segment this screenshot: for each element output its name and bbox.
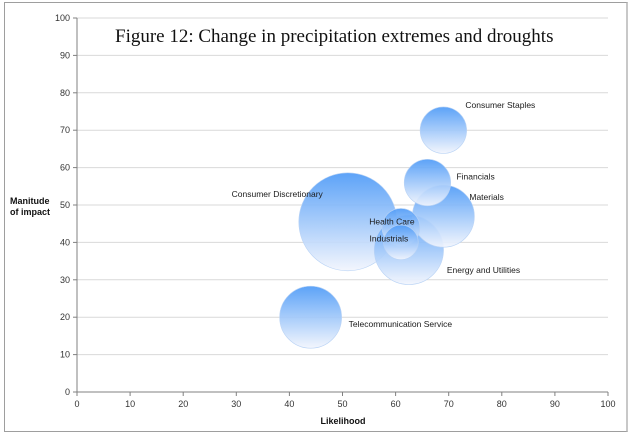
y-tick-label-0: 0: [65, 387, 70, 397]
y-tick-label-20: 20: [60, 312, 70, 322]
y-axis-title-line-2: of impact: [10, 207, 50, 217]
x-tick-label-40: 40: [284, 399, 294, 409]
y-tick-label-30: 30: [60, 275, 70, 285]
x-tick-label-10: 10: [125, 399, 135, 409]
label-health-care: Health Care: [369, 216, 415, 226]
y-tick-label-80: 80: [60, 88, 70, 98]
gridlines: [77, 17, 608, 356]
bubble-financials: [403, 159, 452, 207]
x-tick-label-30: 30: [231, 399, 241, 409]
y-tick-label-100: 100: [55, 13, 70, 23]
label-consumer-discretionary: Consumer Discretionary: [232, 189, 324, 199]
y-tick-label-50: 50: [60, 200, 70, 210]
bubble-telecommunication-service: [279, 285, 342, 349]
y-tick-label-10: 10: [60, 350, 70, 360]
x-tick-label-80: 80: [497, 399, 507, 409]
x-tick-label-60: 60: [391, 399, 401, 409]
y-tick-label-40: 40: [60, 237, 70, 247]
y-tick-label-70: 70: [60, 125, 70, 135]
x-tick-label-50: 50: [337, 399, 347, 409]
y-tick-label-60: 60: [60, 163, 70, 173]
y-tick-label-90: 90: [60, 50, 70, 60]
x-tick-label-90: 90: [550, 399, 560, 409]
bubble-industrials: [383, 224, 419, 261]
label-financials: Financials: [456, 172, 494, 182]
bubble-labels: Consumer Staples Financials Consumer Discr…: [232, 100, 536, 329]
axes: 0 10 20 30 40 50 60 70 80 90 100 0 10 20 30 40 50 60 70 80 9…: [55, 13, 616, 409]
label-consumer-staples: Consumer Staples: [465, 100, 535, 110]
x-tick-label-70: 70: [444, 399, 454, 409]
x-axis-title: Likelihood: [321, 416, 366, 426]
label-telecommunication-service: Telecommunication Service: [349, 319, 453, 329]
label-materials: Materials: [469, 192, 503, 202]
bubble-consumer-staples: [419, 106, 467, 154]
chart-title: Figure 12: Change in precipitation extre…: [115, 26, 553, 47]
chart-frame: [4, 2, 628, 432]
label-energy-and-utilities: Energy and Utilities: [447, 265, 520, 275]
y-axis-title-line-1: Manitude: [10, 196, 50, 206]
x-tick-label-100: 100: [600, 399, 615, 409]
x-tick-label-0: 0: [74, 399, 79, 409]
bubbles: [279, 106, 475, 349]
x-tick-label-20: 20: [178, 399, 188, 409]
label-industrials: Industrials: [370, 233, 409, 243]
